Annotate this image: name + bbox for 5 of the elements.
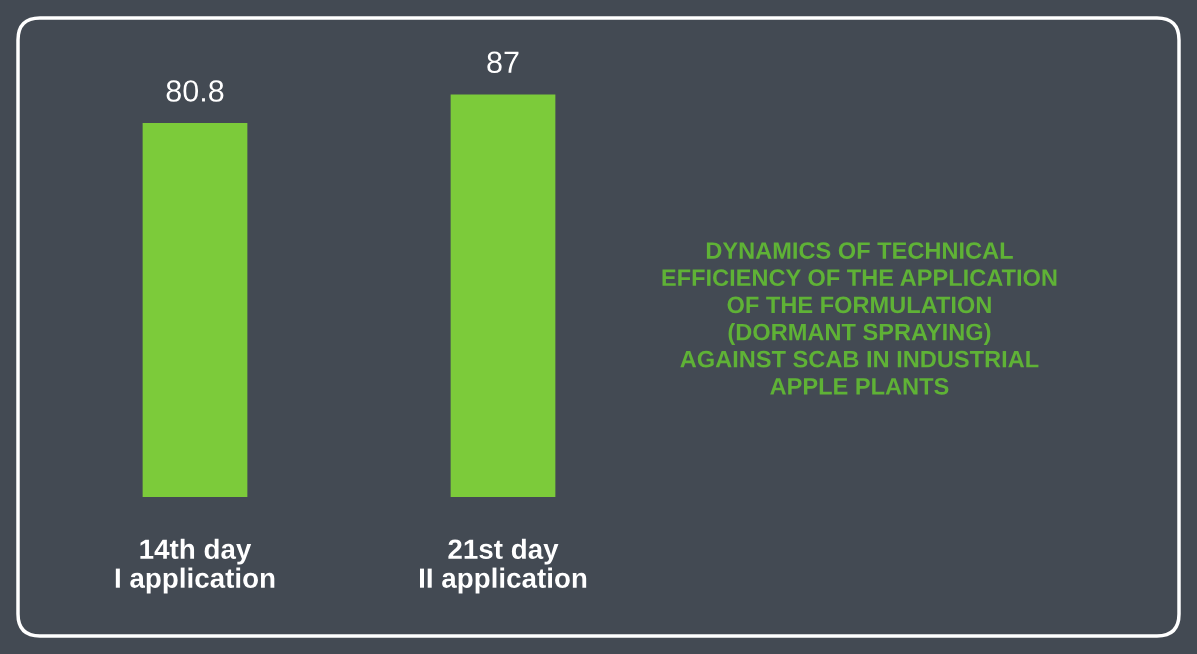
x-tick-label: 14th day I application [115, 538, 275, 594]
text: DYNAMICS OF TECHNICAL EFFICIENCY OF THE APPLICATION OF THE FORMULATION (DORMANT SPRAYING) AGAINST SCAB IN INDUSTRIAL APPLE PLANTS [662, 242, 1057, 395]
data-label: 87 [487, 51, 519, 74]
x-tick-label: 21st day II application [419, 538, 587, 594]
data-label: 80.8 [166, 80, 224, 102]
